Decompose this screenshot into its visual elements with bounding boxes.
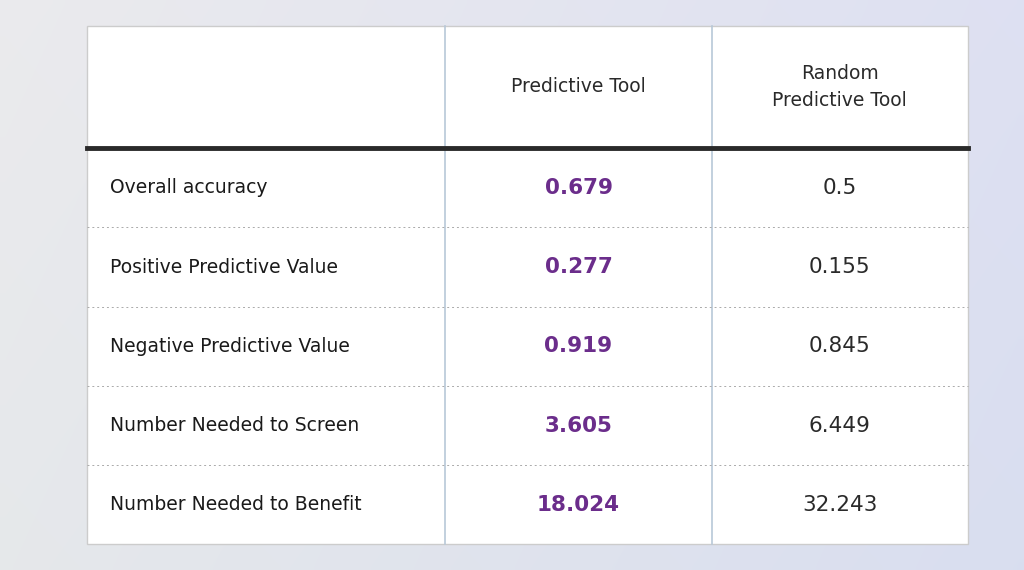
Text: 6.449: 6.449 — [809, 416, 870, 435]
Text: Random
Predictive Tool: Random Predictive Tool — [772, 64, 907, 109]
Text: Negative Predictive Value: Negative Predictive Value — [110, 337, 349, 356]
Text: Predictive Tool: Predictive Tool — [511, 78, 646, 96]
Text: 0.5: 0.5 — [822, 178, 857, 198]
Text: Positive Predictive Value: Positive Predictive Value — [110, 258, 338, 276]
Text: 0.155: 0.155 — [809, 257, 870, 277]
Text: 0.919: 0.919 — [545, 336, 612, 356]
Text: 3.605: 3.605 — [545, 416, 612, 435]
Text: 0.845: 0.845 — [809, 336, 870, 356]
Text: 32.243: 32.243 — [802, 495, 878, 515]
Text: 18.024: 18.024 — [537, 495, 621, 515]
Text: Overall accuracy: Overall accuracy — [110, 178, 267, 197]
Text: 0.679: 0.679 — [545, 178, 612, 198]
Text: Number Needed to Screen: Number Needed to Screen — [110, 416, 358, 435]
Text: 0.277: 0.277 — [545, 257, 612, 277]
Text: Number Needed to Benefit: Number Needed to Benefit — [110, 495, 361, 514]
